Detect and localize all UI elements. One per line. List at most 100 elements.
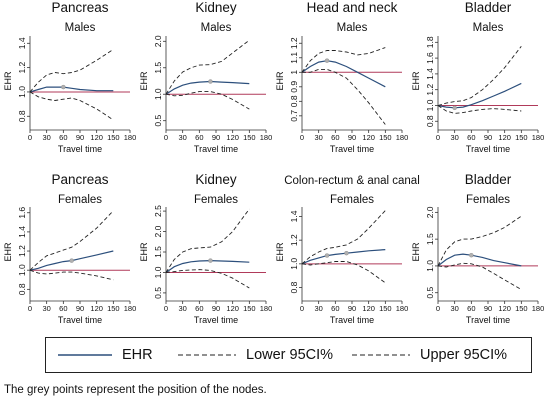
x-tick-label: 30 (314, 304, 322, 313)
x-tick-label: 180 (532, 304, 545, 313)
legend-item-ehr: EHR (58, 338, 153, 372)
chart-subtitle: Females (58, 194, 102, 206)
y-axis-label: EHR (411, 242, 421, 262)
y-tick-label: 0.8 (17, 283, 27, 295)
node-point (69, 258, 74, 263)
x-tick-label: 180 (396, 304, 409, 313)
legend-item-lower: Lower 95CI% (178, 338, 333, 372)
y-tick-label: 1.2 (17, 61, 27, 73)
y-tick-label: 1.5 (153, 246, 163, 258)
x-tick-label: 60 (331, 304, 339, 313)
x-tick-label: 180 (532, 133, 545, 142)
chart-panel-8: Bladder Females 0.5 1.0 1.5 2.0 EHR 0 30 60 90 120 1… (411, 172, 544, 325)
y-tick-label: 1.6 (425, 52, 435, 64)
y-tick-label: 1.8 (425, 36, 435, 48)
upper-ci-line (437, 215, 522, 267)
x-tick-label: 120 (498, 133, 511, 142)
legend-label-upper: Upper 95CI% (420, 347, 508, 363)
x-tick-label: 90 (76, 133, 84, 142)
y-tick-label: 1.0 (425, 260, 435, 272)
x-tick-label: 180 (124, 133, 137, 142)
x-tick-label: 60 (59, 304, 67, 313)
y-tick-label: 1.5 (153, 62, 163, 74)
x-axis-label: Travel time (58, 144, 102, 154)
x-tick-label: 60 (59, 133, 67, 142)
y-tick-label: 0.8 (17, 110, 27, 122)
node-point (324, 58, 330, 63)
x-tick-label: 0 (436, 304, 440, 313)
y-tick-label: 1 (289, 70, 299, 75)
x-tick-label: 120 (226, 304, 239, 313)
x-tick-label: 0 (28, 133, 32, 142)
y-tick-label: 1.4 (289, 210, 299, 222)
x-tick-label: 90 (212, 304, 220, 313)
x-tick-label: 150 (379, 133, 392, 142)
node-point (344, 250, 349, 256)
y-tick-label: 1.2 (289, 234, 299, 246)
x-tick-label: 150 (515, 133, 528, 142)
lower-ci-line (437, 105, 522, 114)
upper-ci-line (301, 47, 386, 73)
chart-subtitle: Males (65, 22, 96, 34)
ehr-line (301, 60, 386, 88)
node-point (208, 79, 213, 84)
x-tick-label: 0 (436, 133, 440, 142)
x-tick-label: 60 (331, 133, 339, 142)
x-tick-label: 90 (348, 133, 356, 142)
y-tick-label: 1.4 (17, 226, 27, 238)
node-point (324, 253, 330, 258)
chart-subtitle: Males (201, 22, 232, 34)
x-tick-label: 150 (515, 304, 528, 313)
lower-ci-line (29, 269, 114, 281)
y-tick-label: 0.5 (153, 115, 163, 127)
y-tick-label: 1.0 (17, 86, 27, 98)
x-tick-label: 60 (195, 304, 203, 313)
ehr-line (301, 249, 386, 265)
x-tick-label: 90 (348, 304, 356, 313)
y-tick-label: 1.5 (425, 233, 435, 245)
y-tick-label: 0.8 (425, 115, 435, 127)
chart-title: Bladder (465, 0, 512, 15)
x-axis-label: Travel time (194, 315, 238, 325)
x-axis-label: Travel time (466, 315, 510, 325)
y-tick-label: 1.2 (289, 37, 299, 49)
upper-ci-line (165, 208, 250, 273)
node-point (208, 258, 213, 263)
chart-title: Bladder (465, 172, 512, 187)
chart-panel-7: Colon-rectum & anal canal Females 0.8 1.0 1.… (275, 175, 420, 325)
legend-swatch-lower (178, 354, 236, 356)
chart-title: Colon-rectum & anal canal (284, 175, 420, 187)
y-tick-label: 1.4 (425, 68, 435, 80)
x-tick-label: 150 (107, 304, 120, 313)
chart-grid: Pancreas Males 0.8 1.0 1.2 1.4 EHR 0 30 60 90 120 15… (3, 0, 544, 325)
x-tick-label: 30 (178, 304, 186, 313)
chart-subtitle: Females (330, 194, 374, 206)
x-tick-label: 0 (300, 133, 304, 142)
x-axis-label: Travel time (330, 144, 374, 154)
x-tick-label: 120 (362, 304, 375, 313)
y-axis-label: EHR (3, 71, 13, 91)
lower-ci-line (301, 261, 386, 284)
y-tick-label: 1.0 (153, 88, 163, 100)
y-tick-label: 2.0 (153, 225, 163, 237)
x-tick-label: 60 (467, 304, 475, 313)
x-tick-label: 150 (107, 133, 120, 142)
chart-subtitle: Males (473, 22, 504, 34)
x-tick-label: 180 (396, 133, 409, 142)
legend-label-lower: Lower 95CI% (246, 347, 334, 363)
chart-panel-1: Pancreas Males 0.8 1.0 1.2 1.4 EHR 0 30 60 90 120 15… (3, 0, 136, 154)
upper-ci-line (437, 46, 522, 106)
node-point (469, 253, 474, 258)
lower-ci-line (29, 91, 114, 121)
upper-ci-line (29, 49, 114, 93)
upper-ci-line (165, 39, 250, 95)
y-tick-label: 0.8 (289, 95, 299, 107)
y-tick-label: 1.0 (17, 264, 27, 276)
x-tick-label: 120 (90, 133, 103, 142)
y-tick-label: 0.7 (289, 110, 299, 122)
x-tick-label: 60 (195, 133, 203, 142)
chart-subtitle: Females (194, 194, 238, 206)
legend-item-upper: Upper 95CI% (352, 338, 507, 372)
y-axis-label: EHR (139, 242, 149, 262)
chart-panel-4: Bladder Males 0.8 1.0 1.2 1.4 1.6 1.8 EHR 0 30 60 90… (411, 0, 544, 154)
